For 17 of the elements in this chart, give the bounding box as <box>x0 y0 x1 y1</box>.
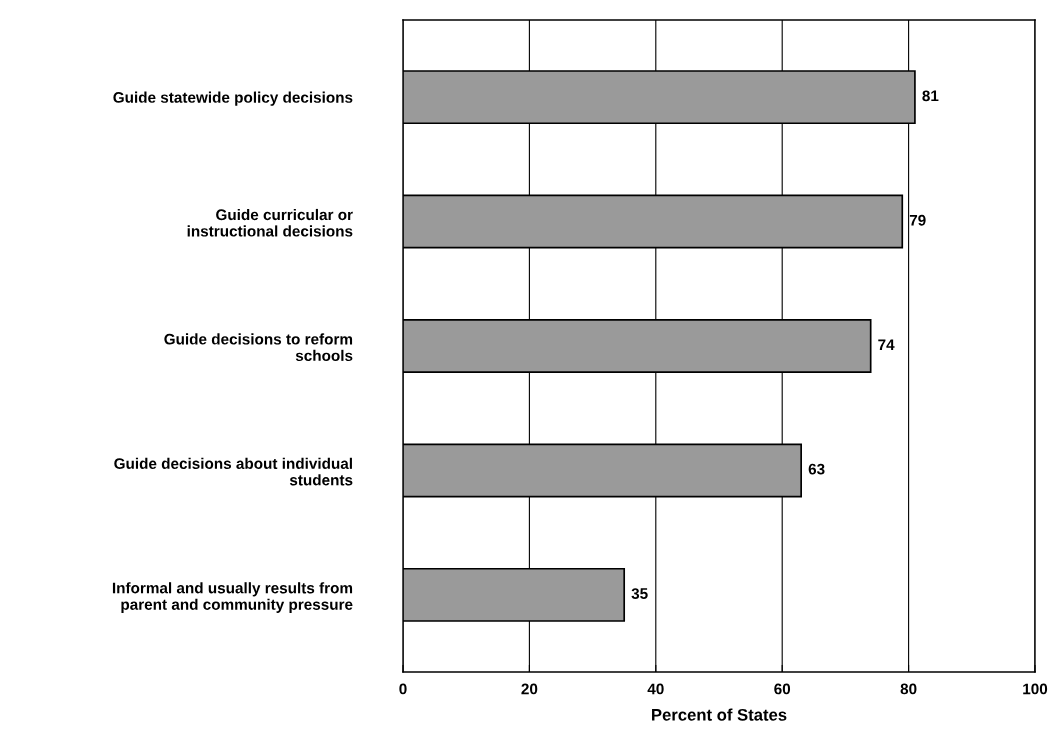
x-axis-title: Percent of States <box>652 708 787 721</box>
y-tick-label: Guide statewide policy decisions <box>113 91 353 106</box>
x-tick-label: 100 <box>1023 683 1048 695</box>
x-tick-label: 0 <box>399 683 407 695</box>
x-tick-label: 40 <box>647 683 664 695</box>
data-label: 79 <box>909 214 926 226</box>
data-label: 81 <box>922 90 939 102</box>
data-label: 63 <box>808 463 825 475</box>
data-label: 35 <box>631 588 648 599</box>
x-tick-label: 80 <box>900 683 917 695</box>
y-tick-label: Guide curricular or instructional decisions <box>187 208 353 237</box>
y-tick-label: Guide decisions to reform schools <box>164 333 353 362</box>
x-tick-label: 60 <box>774 683 791 695</box>
data-label: 74 <box>878 339 895 350</box>
x-tick-label: 20 <box>521 683 538 695</box>
y-tick-label: Informal and usually results from parent and community pressure <box>112 582 353 613</box>
y-tick-label: Guide decisions about individual students <box>114 457 353 486</box>
